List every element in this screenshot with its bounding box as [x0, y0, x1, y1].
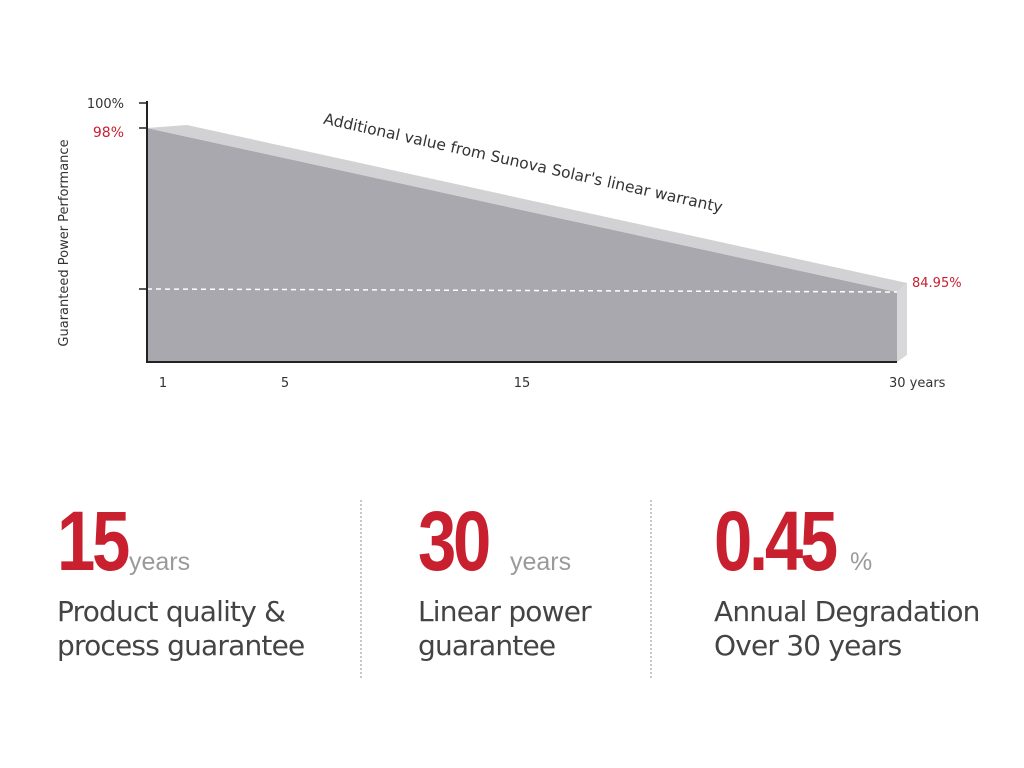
x-tick-label-30: 30 years	[889, 376, 946, 391]
divider	[360, 500, 362, 678]
stat-value: 0.45	[714, 494, 838, 588]
y-axis-title: Guaranteed Power Performance	[57, 139, 72, 346]
stat-description-line2: Over 30 years	[714, 629, 902, 662]
stat-unit: %	[850, 548, 873, 576]
y-tick-label-100: 100%	[87, 97, 124, 112]
stat-description-line2: process guarantee	[57, 629, 305, 662]
stat-product-guarantee: 15 years Product quality & process guara…	[57, 494, 305, 663]
stat-value: 15	[57, 494, 130, 588]
warranty-bevel-top	[147, 125, 907, 292]
stat-linear-power-guarantee: 30 years Linear power guarantee	[418, 494, 592, 663]
stat-annual-degradation: 0.45 % Annual Degradation Over 30 years	[714, 495, 980, 663]
start-value-label: 98%	[93, 125, 124, 141]
end-value-label: 84.95%	[912, 276, 962, 291]
stats-section: 15 years Product quality & process guara…	[0, 495, 1024, 685]
stat-description-line2: guarantee	[418, 629, 556, 662]
stat-description-line1: Product quality &	[57, 595, 286, 628]
stat-unit: years	[510, 548, 572, 576]
warranty-area	[147, 128, 897, 362]
stat-unit: years	[129, 548, 191, 576]
stat-description-line1: Annual Degradation	[714, 595, 980, 628]
x-tick-label-15: 15	[514, 376, 531, 391]
divider	[650, 500, 652, 678]
baseline-dashed-line	[146, 288, 898, 293]
stat-value: 30	[418, 494, 491, 588]
stat-description-line1: Linear power	[418, 595, 592, 628]
x-tick-label-1: 1	[159, 376, 167, 391]
warranty-bevel-right	[897, 283, 907, 362]
warranty-chart: 100% 98% 84.95% Guaranteed Power Perform…	[57, 97, 962, 391]
x-tick-label-5: 5	[281, 376, 289, 391]
